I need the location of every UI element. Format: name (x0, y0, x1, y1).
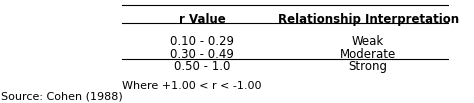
Text: 0.30 - 0.49: 0.30 - 0.49 (171, 48, 234, 61)
Text: Relationship Interpretation: Relationship Interpretation (278, 13, 459, 26)
Text: r Value: r Value (179, 13, 226, 26)
Text: Where +1.00 < r < -1.00: Where +1.00 < r < -1.00 (122, 81, 261, 91)
Text: Weak: Weak (352, 35, 384, 48)
Text: Strong: Strong (349, 60, 388, 73)
Text: Moderate: Moderate (340, 48, 396, 61)
Text: 0.50 - 1.0: 0.50 - 1.0 (174, 60, 230, 73)
Text: Source: Cohen (1988): Source: Cohen (1988) (0, 92, 122, 102)
Text: 0.10 - 0.29: 0.10 - 0.29 (170, 35, 234, 48)
